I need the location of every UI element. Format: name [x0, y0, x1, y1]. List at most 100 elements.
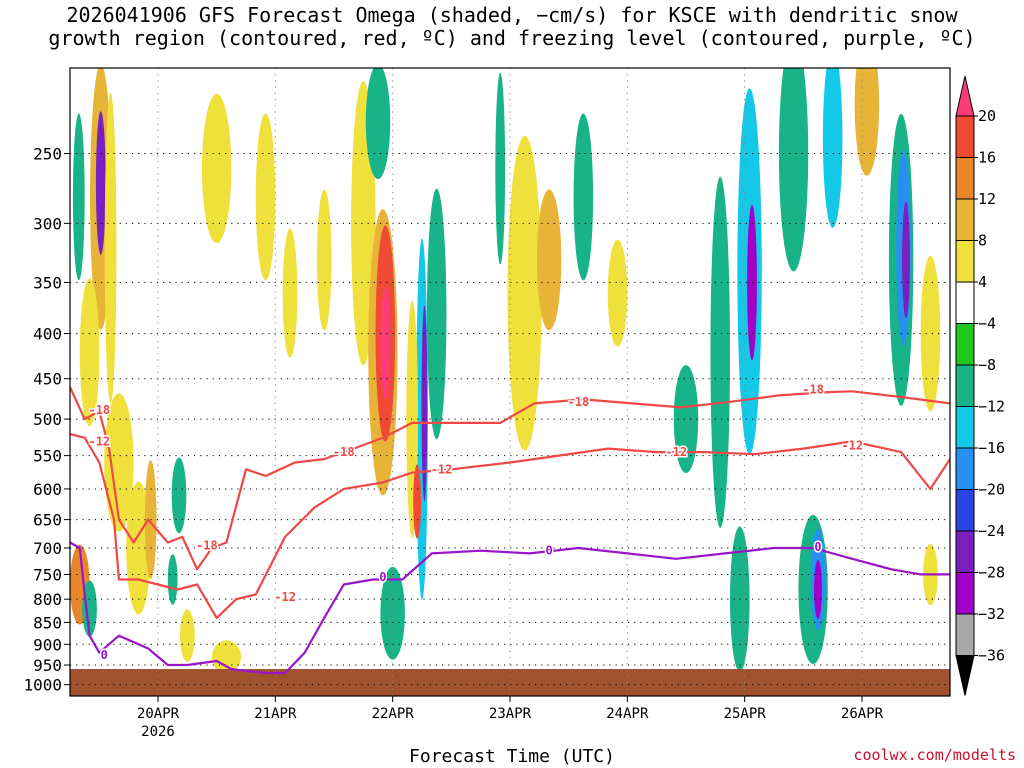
contour-line	[70, 541, 950, 675]
omega-shade-blob	[536, 189, 562, 331]
chart-title-line2: growth region (contoured, red, ºC) and f…	[48, 26, 976, 50]
omega-shade-blob	[507, 135, 542, 451]
colorbar-segment	[955, 613, 975, 656]
colorbar-label: −12	[978, 398, 1005, 416]
ytick-label: 950	[33, 656, 62, 675]
contour-label: 0	[814, 540, 821, 554]
contour-label: -18	[802, 383, 824, 397]
contour-label: -18	[88, 403, 110, 417]
colorbar-label: 12	[978, 190, 996, 208]
contour-label: 0	[545, 544, 552, 558]
colorbar-label: 4	[978, 273, 987, 291]
omega-shade-blob	[180, 609, 195, 662]
x-axis: 20APR 2026 21APR 22APR 23APR 24APR 25APR 26APR	[137, 696, 884, 740]
xtick-label: 26APR	[841, 706, 884, 722]
colorbar-label: −8	[978, 356, 996, 374]
contour-line	[70, 386, 950, 571]
omega-shade-blob	[104, 393, 134, 532]
omega-shade-blob	[95, 111, 106, 255]
omega-shade-blob	[573, 113, 594, 281]
colorbar: 20 16 12 8 4 −4 −8 −12 −16 −20 −24 −28 −32 −36	[955, 75, 1005, 696]
colorbar-label: −32	[978, 605, 1005, 623]
colorbar-segment	[955, 323, 975, 366]
ytick-label: 850	[33, 613, 62, 632]
ytick-label: 450	[33, 370, 62, 389]
colorbar-segment	[955, 572, 975, 615]
xtick-label: 24APR	[606, 706, 649, 722]
contour-line	[70, 433, 950, 620]
omega-shade-blob	[822, 68, 843, 228]
ytick-label: 750	[33, 565, 62, 584]
colorbar-label: 16	[978, 149, 996, 167]
omega-shade-blob	[495, 72, 506, 265]
omega-shade-blob	[710, 176, 730, 528]
ytick-label: 600	[33, 480, 62, 499]
xtick-label: 21APR	[254, 706, 297, 722]
omega-shade-blob	[920, 255, 941, 412]
omega-shade-blob	[171, 457, 187, 534]
colorbar-segment	[955, 115, 975, 158]
omega-shade-blob	[814, 559, 822, 620]
omega-shading	[70, 68, 941, 674]
colorbar-segment	[955, 198, 975, 241]
contour-label: 0	[101, 648, 108, 662]
omega-shade-blob	[316, 189, 332, 331]
contour-label: -18	[333, 445, 355, 459]
xtick-label: 25APR	[724, 706, 767, 722]
colorbar-segment	[955, 281, 975, 324]
omega-shade-blob	[104, 92, 117, 404]
contour-label: -12	[665, 445, 687, 459]
colorbar-label: 20	[978, 107, 996, 125]
ytick-label: 900	[33, 635, 62, 654]
colorbar-segment	[955, 489, 975, 532]
omega-shade-blob	[421, 305, 428, 502]
contour-label: -18	[568, 395, 590, 409]
ytick-label: 350	[33, 273, 62, 292]
x-axis-label: Forecast Time (UTC)	[409, 746, 615, 767]
xtick-sublabel: 2026	[141, 724, 175, 740]
omega-shade-blob	[854, 68, 880, 176]
colorbar-segment	[955, 530, 975, 573]
chart-title: 2026041906 GFS Forecast Omega (shaded, −…	[0, 4, 1024, 50]
xtick-label: 23APR	[489, 706, 532, 722]
omega-shade-blob	[167, 554, 178, 605]
colorbar-segment	[955, 157, 975, 200]
colorbar-label: 8	[978, 232, 987, 250]
omega-shade-blob	[72, 113, 85, 281]
contour-label: -12	[841, 439, 863, 453]
colorbar-bottom-arrow	[955, 655, 975, 696]
colorbar-label: −4	[978, 315, 996, 333]
contour-label: -18	[196, 538, 218, 552]
colorbar-label: −16	[978, 439, 1005, 457]
omega-shade-blob	[380, 286, 391, 400]
colorbar-label: −28	[978, 564, 1005, 582]
colorbar-segment	[955, 406, 975, 449]
omega-shade-blob	[413, 464, 422, 539]
omega-shade-blob	[82, 580, 97, 637]
ytick-label: 500	[33, 410, 62, 429]
ytick-label: 800	[33, 590, 62, 609]
y-axis: 250 300 350 400 450 500 550 600 650 700 750 800 850 9…	[23, 144, 70, 695]
omega-shade-blob	[365, 68, 391, 180]
omega-shade-blob	[380, 566, 405, 660]
xtick-label: 22APR	[372, 706, 415, 722]
ytick-label: 400	[33, 325, 62, 344]
colorbar-label: −24	[978, 522, 1005, 540]
ytick-label: 550	[33, 447, 62, 466]
omega-shade-blob	[255, 113, 276, 281]
colorbar-segment	[955, 364, 975, 407]
ytick-label: 250	[33, 144, 62, 163]
ytick-label: 300	[33, 214, 62, 233]
omega-shade-blob	[79, 278, 100, 427]
contour-label: 0	[379, 570, 386, 584]
contour-lines: -18 -18 -18 -18 -18 -12 -12 -12 -12 -12 0 0 0 0	[70, 381, 950, 675]
omega-shade-blob	[282, 228, 298, 358]
xtick-label: 20APR	[137, 706, 180, 722]
colorbar-top-arrow	[955, 75, 975, 117]
ytick-label: 1000	[23, 676, 62, 695]
colorbar-label: −20	[978, 481, 1005, 499]
contour-label: -12	[88, 434, 110, 448]
colorbar-segment	[955, 447, 975, 490]
credit-text: coolwx.com/modelts	[853, 746, 1016, 764]
